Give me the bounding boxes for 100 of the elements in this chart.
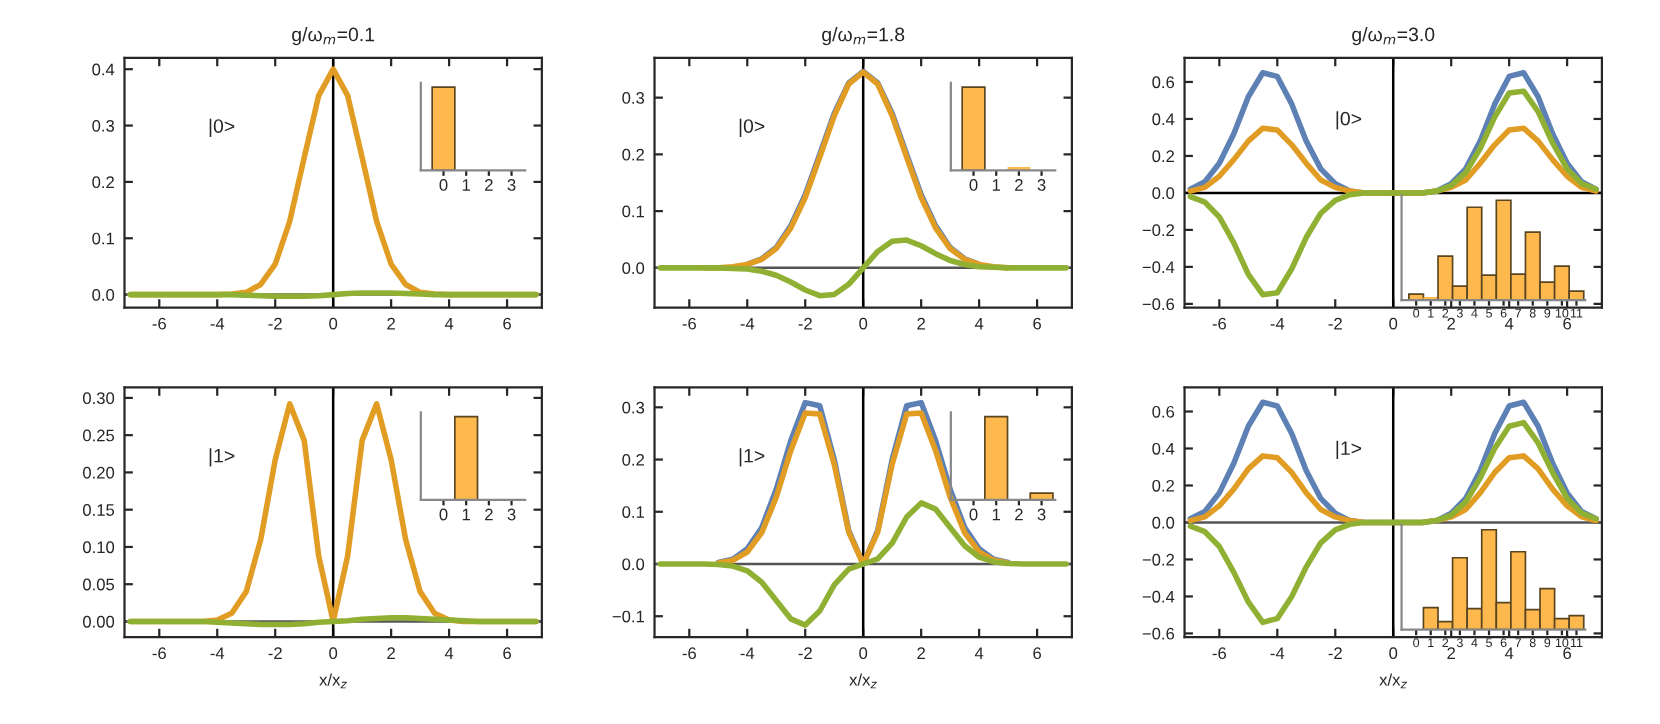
x-tick-label: -4 xyxy=(740,317,755,330)
x-tick-label: 1 xyxy=(992,508,1001,521)
x-tick-label: 6 xyxy=(503,317,511,330)
x-tick-label: -4 xyxy=(1270,647,1285,659)
y-tick-label: 0.0 xyxy=(92,289,115,301)
annotation: |0> xyxy=(1336,111,1362,130)
x-tick-label: -6 xyxy=(152,317,166,330)
x-tick-label: 0 xyxy=(439,508,448,521)
y-tick-label: 0.10 xyxy=(82,541,115,554)
annotation: |1> xyxy=(1336,440,1362,459)
x-tick-label: 6 xyxy=(1563,317,1572,330)
x-tick-label: -2 xyxy=(798,317,812,330)
x-tick-label: 1 xyxy=(462,508,470,521)
x-tick-label: 0 xyxy=(1389,317,1398,330)
chart-title: g/ω$_{m}$=0.1 xyxy=(292,27,375,46)
y-tick-label: 0.6 xyxy=(1152,76,1175,89)
x-tick-label: 2 xyxy=(1447,647,1455,659)
y-tick-label: 0.0 xyxy=(1152,516,1175,529)
x-tick-label: 6 xyxy=(1033,317,1041,330)
y-tick-label: −0.2 xyxy=(1142,553,1174,566)
x-tick-label: -4 xyxy=(210,647,225,659)
x-tick-label: 3 xyxy=(507,179,516,191)
x-tick-label: 3 xyxy=(1037,508,1046,521)
y-tick-label: 0.2 xyxy=(622,453,644,466)
y-tick-label: 0.0 xyxy=(622,262,645,275)
y-tick-label: 0.2 xyxy=(92,176,114,189)
y-tick-label: −0.4 xyxy=(1142,261,1175,274)
y-tick-label: 0.2 xyxy=(1152,150,1174,163)
y-tick-label: 0.30 xyxy=(82,392,115,405)
y-tick-label: 0.6 xyxy=(1152,405,1175,418)
x-tick-label: 4 xyxy=(444,317,454,330)
x-tick-label: 4 xyxy=(974,317,984,330)
x-tick-label: 0 xyxy=(859,317,868,330)
y-tick-label: 0.00 xyxy=(82,615,115,628)
x-tick-label: 2 xyxy=(1015,508,1023,521)
x-tick-label: 2 xyxy=(1015,179,1023,191)
y-tick-label: 0.1 xyxy=(92,232,114,245)
x-tick-label: 3 xyxy=(1037,179,1046,191)
x-tick-label: 2 xyxy=(1447,317,1455,330)
x-tick-label: 3 xyxy=(507,508,516,521)
x-tick-label: 1 xyxy=(992,179,1001,191)
x-tick-label: -6 xyxy=(1212,647,1227,660)
x-tick-label: 6 xyxy=(503,647,511,660)
y-tick-label: 0.2 xyxy=(1152,479,1174,492)
x-axis-title: x/x$_{z}$ xyxy=(319,673,347,689)
y-tick-label: 0.4 xyxy=(92,63,115,76)
x-tick-label: 1 xyxy=(462,179,470,191)
x-tick-label: -4 xyxy=(740,647,755,659)
y-tick-label: 0.3 xyxy=(92,119,115,132)
y-tick-label: 0.25 xyxy=(82,429,115,442)
x-tick-label: -2 xyxy=(268,647,282,659)
y-tick-label: 0.20 xyxy=(82,466,115,479)
x-tick-label: -6 xyxy=(1212,317,1227,330)
chart-title: g/ω$_{m}$=1.8 xyxy=(822,27,905,46)
y-tick-label: 0.3 xyxy=(622,401,645,414)
x-tick-label: 6 xyxy=(1033,647,1041,660)
x-tick-label: 4 xyxy=(974,647,984,659)
x-axis-title: x/x$_{z}$ xyxy=(849,673,877,689)
x-tick-label: 2 xyxy=(917,317,925,330)
x-tick-label: -2 xyxy=(798,647,812,659)
x-tick-label: 6 xyxy=(1563,647,1572,660)
y-tick-label: 0.05 xyxy=(82,578,115,591)
x-tick-label: -4 xyxy=(1270,317,1285,330)
x-tick-label: -6 xyxy=(152,647,166,660)
x-tick-label: 0 xyxy=(969,508,978,521)
y-tick-label: 0.1 xyxy=(622,506,644,518)
x-tick-label: 4 xyxy=(1504,647,1514,659)
annotation: |1> xyxy=(739,448,765,467)
y-tick-label: 0.0 xyxy=(1152,187,1175,200)
y-tick-label: −0.2 xyxy=(1142,224,1174,237)
x-tick-label: -6 xyxy=(682,317,696,330)
x-tick-label: 0 xyxy=(1389,647,1398,660)
x-tick-label: 0 xyxy=(329,317,338,330)
x-tick-label: -2 xyxy=(268,317,282,330)
x-tick-label: 2 xyxy=(485,179,493,191)
annotation: |0> xyxy=(209,118,235,137)
x-tick-label: 0 xyxy=(439,179,448,191)
x-tick-label: -4 xyxy=(210,317,225,330)
x-tick-label: 4 xyxy=(444,647,454,659)
x-tick-label: -6 xyxy=(682,647,696,660)
y-tick-label: −0.1 xyxy=(612,610,644,623)
x-tick-label: 0 xyxy=(859,647,868,660)
x-tick-label: 2 xyxy=(387,317,395,330)
y-tick-label: 0.2 xyxy=(622,148,644,161)
x-tick-label: 4 xyxy=(1504,317,1514,330)
x-axis-title: x/x$_{z}$ xyxy=(1379,673,1407,689)
y-tick-label: −0.6 xyxy=(1142,298,1175,311)
x-tick-label: -2 xyxy=(1328,317,1342,330)
y-tick-label: 0.1 xyxy=(622,205,644,218)
x-tick-label: -2 xyxy=(1328,647,1342,659)
x-tick-label: 2 xyxy=(917,647,925,659)
y-tick-label: −0.6 xyxy=(1142,627,1175,640)
x-tick-label: 2 xyxy=(387,647,395,659)
x-tick-label: 0 xyxy=(969,179,978,191)
x-tick-label: 0 xyxy=(329,647,338,660)
annotation: |0> xyxy=(739,118,765,137)
x-tick-label: 2 xyxy=(485,508,493,521)
y-tick-label: −0.4 xyxy=(1142,590,1175,603)
y-tick-label: 0.0 xyxy=(622,558,645,571)
chart-title: g/ω$_{m}$=3.0 xyxy=(1352,27,1435,46)
